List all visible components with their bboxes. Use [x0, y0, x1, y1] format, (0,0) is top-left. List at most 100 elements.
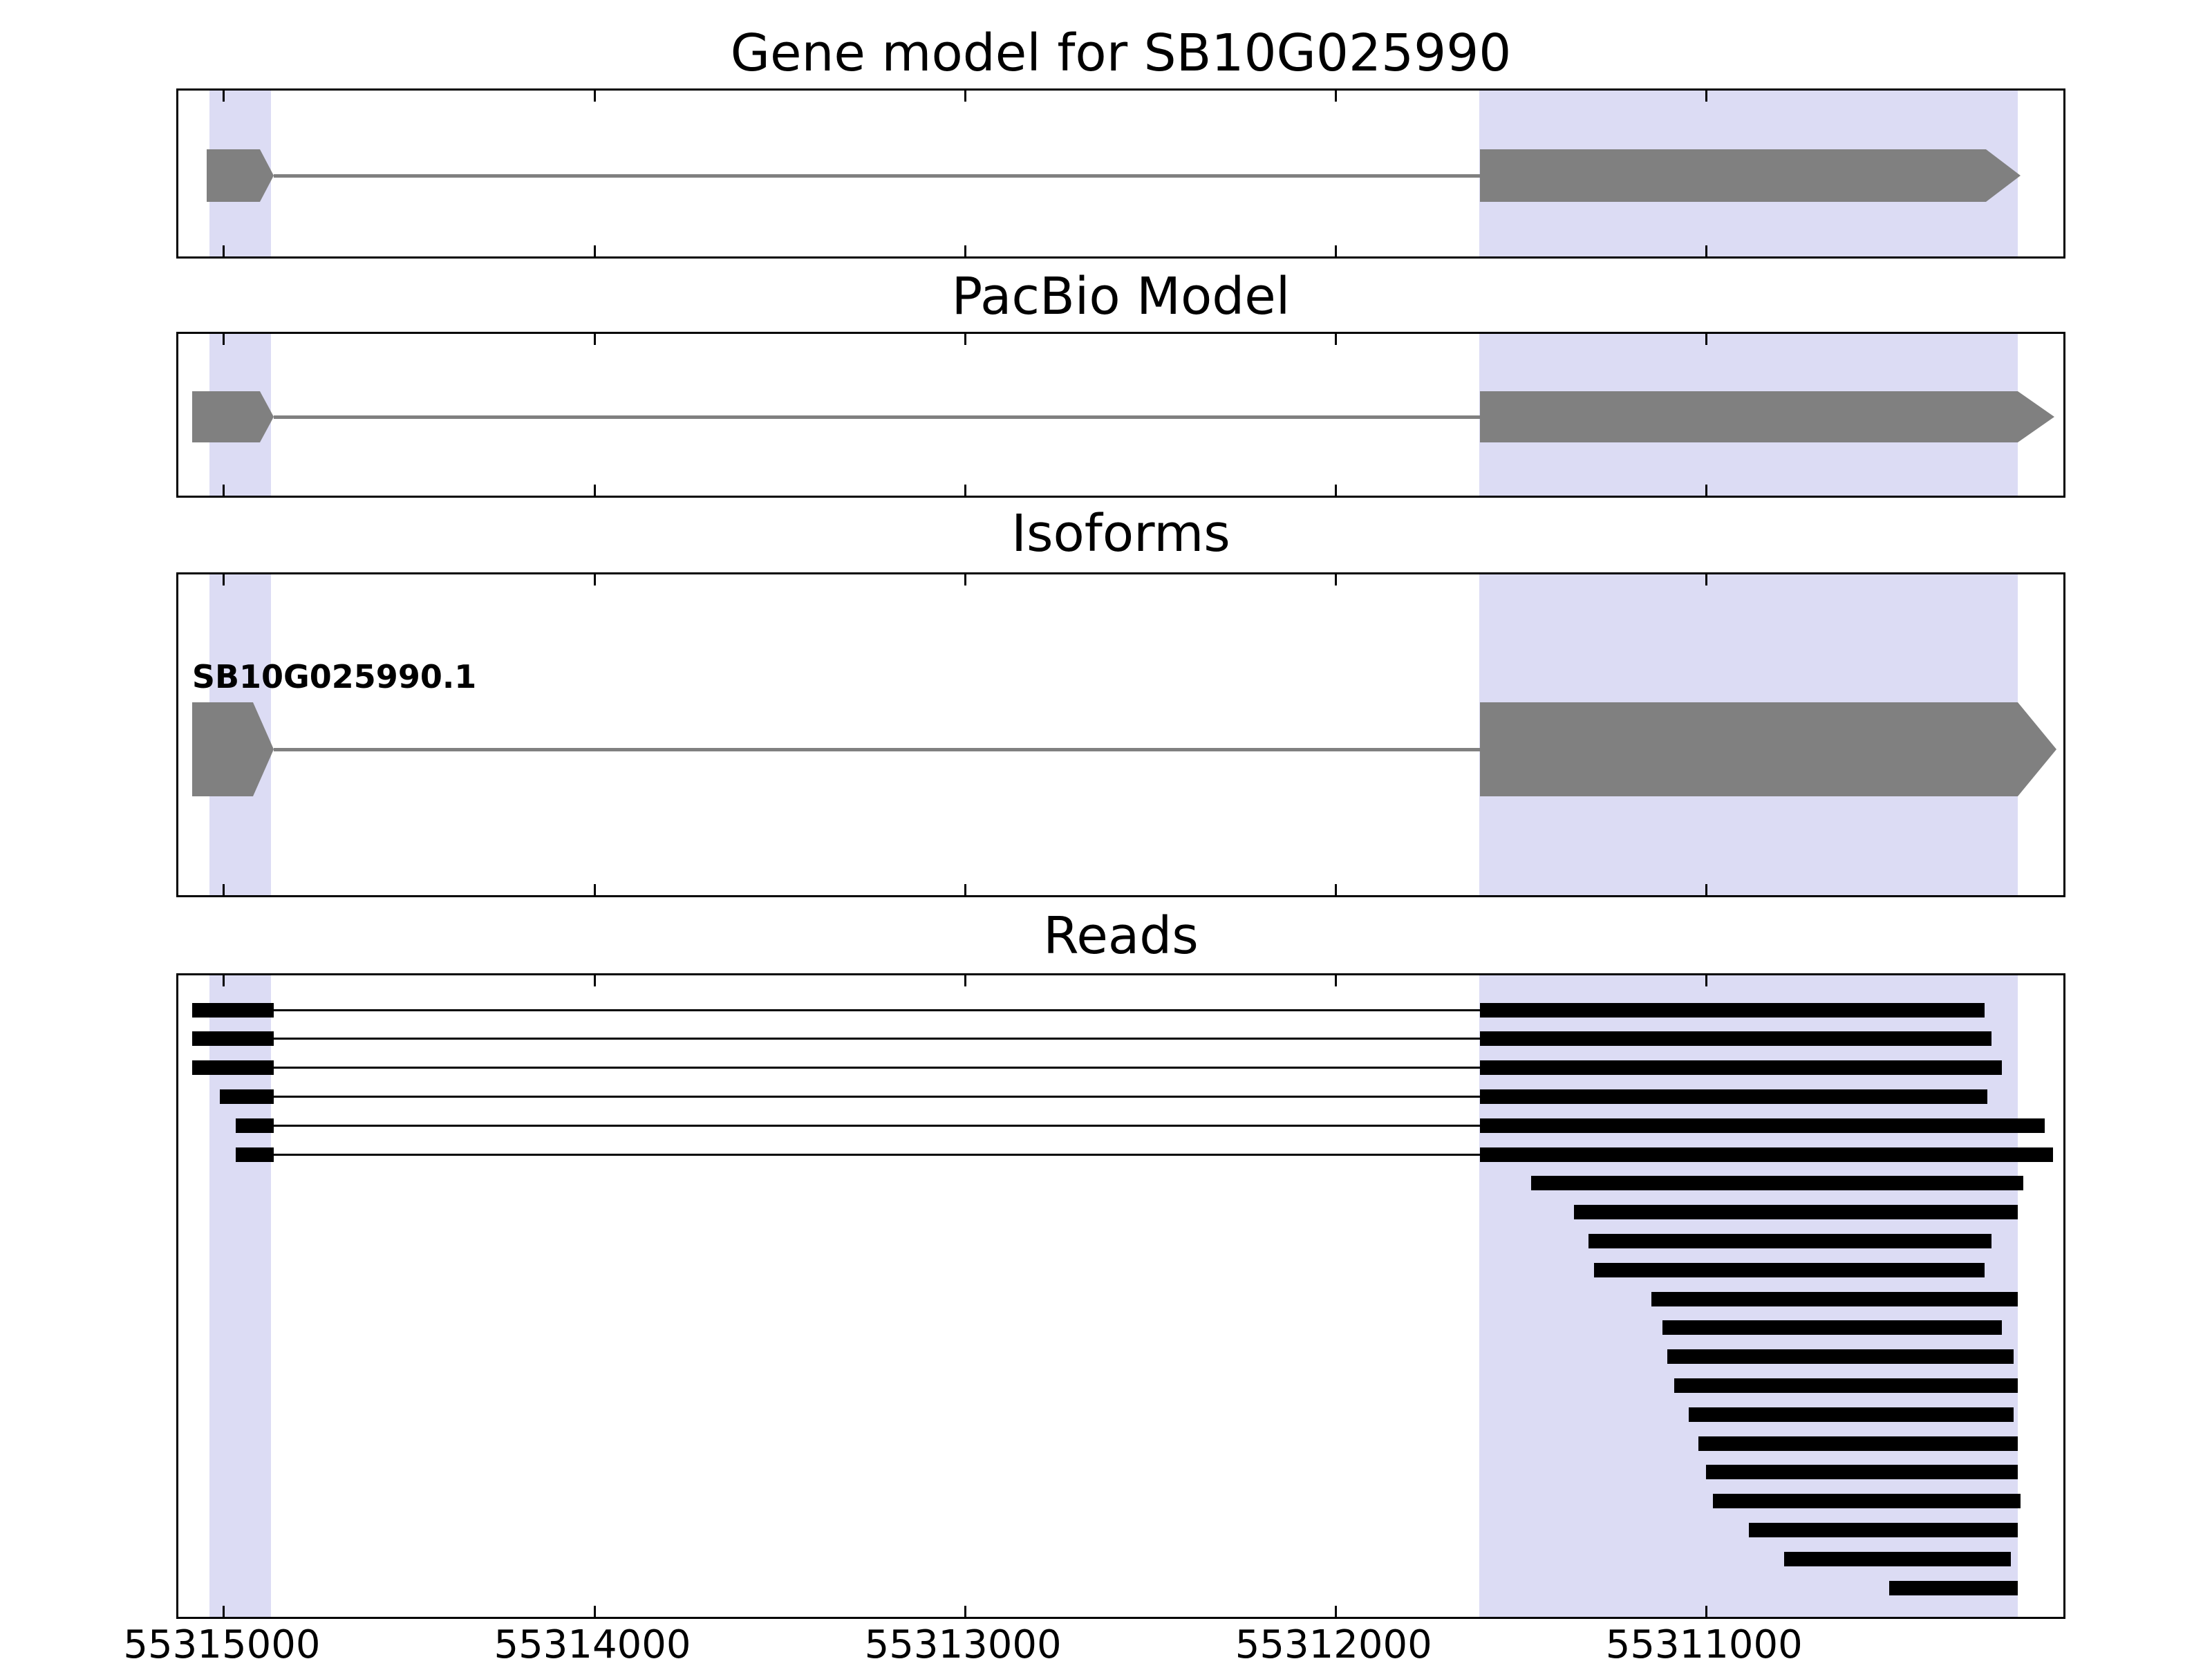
x-tick-label: 55315000: [123, 1622, 321, 1659]
read-gap-line: [273, 1009, 1481, 1011]
gene-body: [1480, 702, 2018, 796]
panel-reads-track: [176, 973, 2065, 1619]
gene-body: [1480, 149, 1987, 202]
read-gap-line: [273, 1038, 1481, 1040]
panel-gene-model-track: [176, 88, 2065, 259]
axis-tick: [1334, 574, 1337, 585]
isoform-label: SB10G025990.1: [191, 658, 477, 695]
axis-tick: [1705, 975, 1707, 986]
axis-tick: [964, 485, 966, 496]
gene-exon: [191, 702, 253, 796]
gene-arrow-tip: [2017, 702, 2056, 796]
read-bar: [191, 1060, 274, 1076]
read-bar: [1593, 1262, 1985, 1277]
axis-tick: [223, 245, 225, 256]
axis-tick: [223, 91, 225, 102]
axis-tick: [223, 574, 225, 585]
read-bar: [191, 1031, 274, 1047]
read-bar: [1674, 1378, 2018, 1393]
gene-exon: [191, 391, 260, 442]
read-gap-line: [273, 1067, 1481, 1069]
axis-tick: [1334, 1606, 1337, 1617]
axis-tick: [1705, 91, 1707, 102]
read-bar: [1748, 1522, 2018, 1537]
gene-body: [1480, 391, 2018, 442]
read-bar: [219, 1089, 274, 1104]
axis-tick: [223, 485, 225, 496]
axis-tick: [1705, 1606, 1707, 1617]
axis-tick: [593, 1606, 596, 1617]
gene-intron-line: [273, 747, 1481, 751]
axis-tick: [593, 485, 596, 496]
axis-tick: [593, 975, 596, 986]
axis-tick: [964, 884, 966, 895]
read-bar: [1480, 1060, 2002, 1076]
read-bar: [235, 1147, 274, 1162]
panel-title-reads: Reads: [1043, 906, 1199, 966]
axis-tick: [1334, 884, 1337, 895]
axis-tick: [223, 1606, 225, 1617]
gene-exon-tip: [259, 391, 274, 442]
axis-tick: [964, 574, 966, 585]
gene-exon: [206, 149, 260, 202]
read-bar: [1530, 1176, 2024, 1191]
read-gap-line: [273, 1124, 1481, 1127]
axis-tick: [593, 574, 596, 585]
axis-tick: [1705, 485, 1707, 496]
gene-arrow-tip: [2017, 391, 2054, 442]
read-bar: [1712, 1494, 2021, 1509]
read-bar: [1573, 1205, 2018, 1220]
gene-intron-line: [273, 415, 1481, 419]
axis-tick: [1334, 334, 1337, 345]
axis-tick: [1705, 574, 1707, 585]
panel-title-pacbio-model: PacBio Model: [951, 267, 1291, 326]
axis-tick: [1334, 91, 1337, 102]
axis-tick: [1705, 245, 1707, 256]
axis-tick: [964, 245, 966, 256]
axis-tick: [964, 91, 966, 102]
axis-tick: [593, 884, 596, 895]
read-bar: [1588, 1233, 1992, 1248]
read-bar: [1651, 1291, 2018, 1306]
panel-title-gene-model: Gene model for SB10G025990: [730, 24, 1512, 83]
panel-isoforms-track: SB10G025990.1: [176, 572, 2065, 897]
axis-tick: [964, 1606, 966, 1617]
axis-tick: [223, 334, 225, 345]
read-bar: [1889, 1580, 2018, 1595]
x-tick-label: 55312000: [1235, 1622, 1432, 1659]
gene-intron-line: [273, 174, 1481, 178]
axis-tick: [1705, 334, 1707, 345]
axis-tick: [223, 884, 225, 895]
read-bar: [1480, 1147, 2053, 1162]
x-tick-label: 55311000: [1605, 1622, 1803, 1659]
axis-tick: [964, 975, 966, 986]
read-bar: [1783, 1551, 2011, 1566]
gene-arrow-tip: [1986, 149, 2021, 202]
axis-tick: [1705, 884, 1707, 895]
panel-pacbio-track: [176, 332, 2065, 498]
read-bar: [1698, 1436, 2018, 1451]
read-gap-line: [273, 1153, 1481, 1156]
x-tick-label: 55314000: [494, 1622, 691, 1659]
read-bar: [1667, 1349, 2014, 1365]
read-bar: [1705, 1465, 2018, 1480]
read-bar: [1480, 1002, 1985, 1018]
x-tick-label: 55313000: [864, 1622, 1062, 1659]
read-bar: [1480, 1089, 1988, 1104]
axis-tick: [964, 334, 966, 345]
read-bar: [1689, 1407, 2014, 1422]
axis-tick: [1334, 245, 1337, 256]
axis-tick: [593, 91, 596, 102]
read-bar: [191, 1002, 274, 1018]
exon-highlight-band: [209, 975, 272, 1617]
read-bar: [235, 1118, 274, 1133]
axis-tick: [223, 975, 225, 986]
read-bar: [1480, 1031, 1992, 1047]
gene-exon-tip: [252, 702, 274, 796]
gene-exon-tip: [259, 149, 274, 202]
axis-tick: [593, 245, 596, 256]
read-gap-line: [273, 1095, 1481, 1098]
panel-title-isoforms: Isoforms: [1011, 504, 1230, 563]
read-bar: [1480, 1118, 2045, 1133]
